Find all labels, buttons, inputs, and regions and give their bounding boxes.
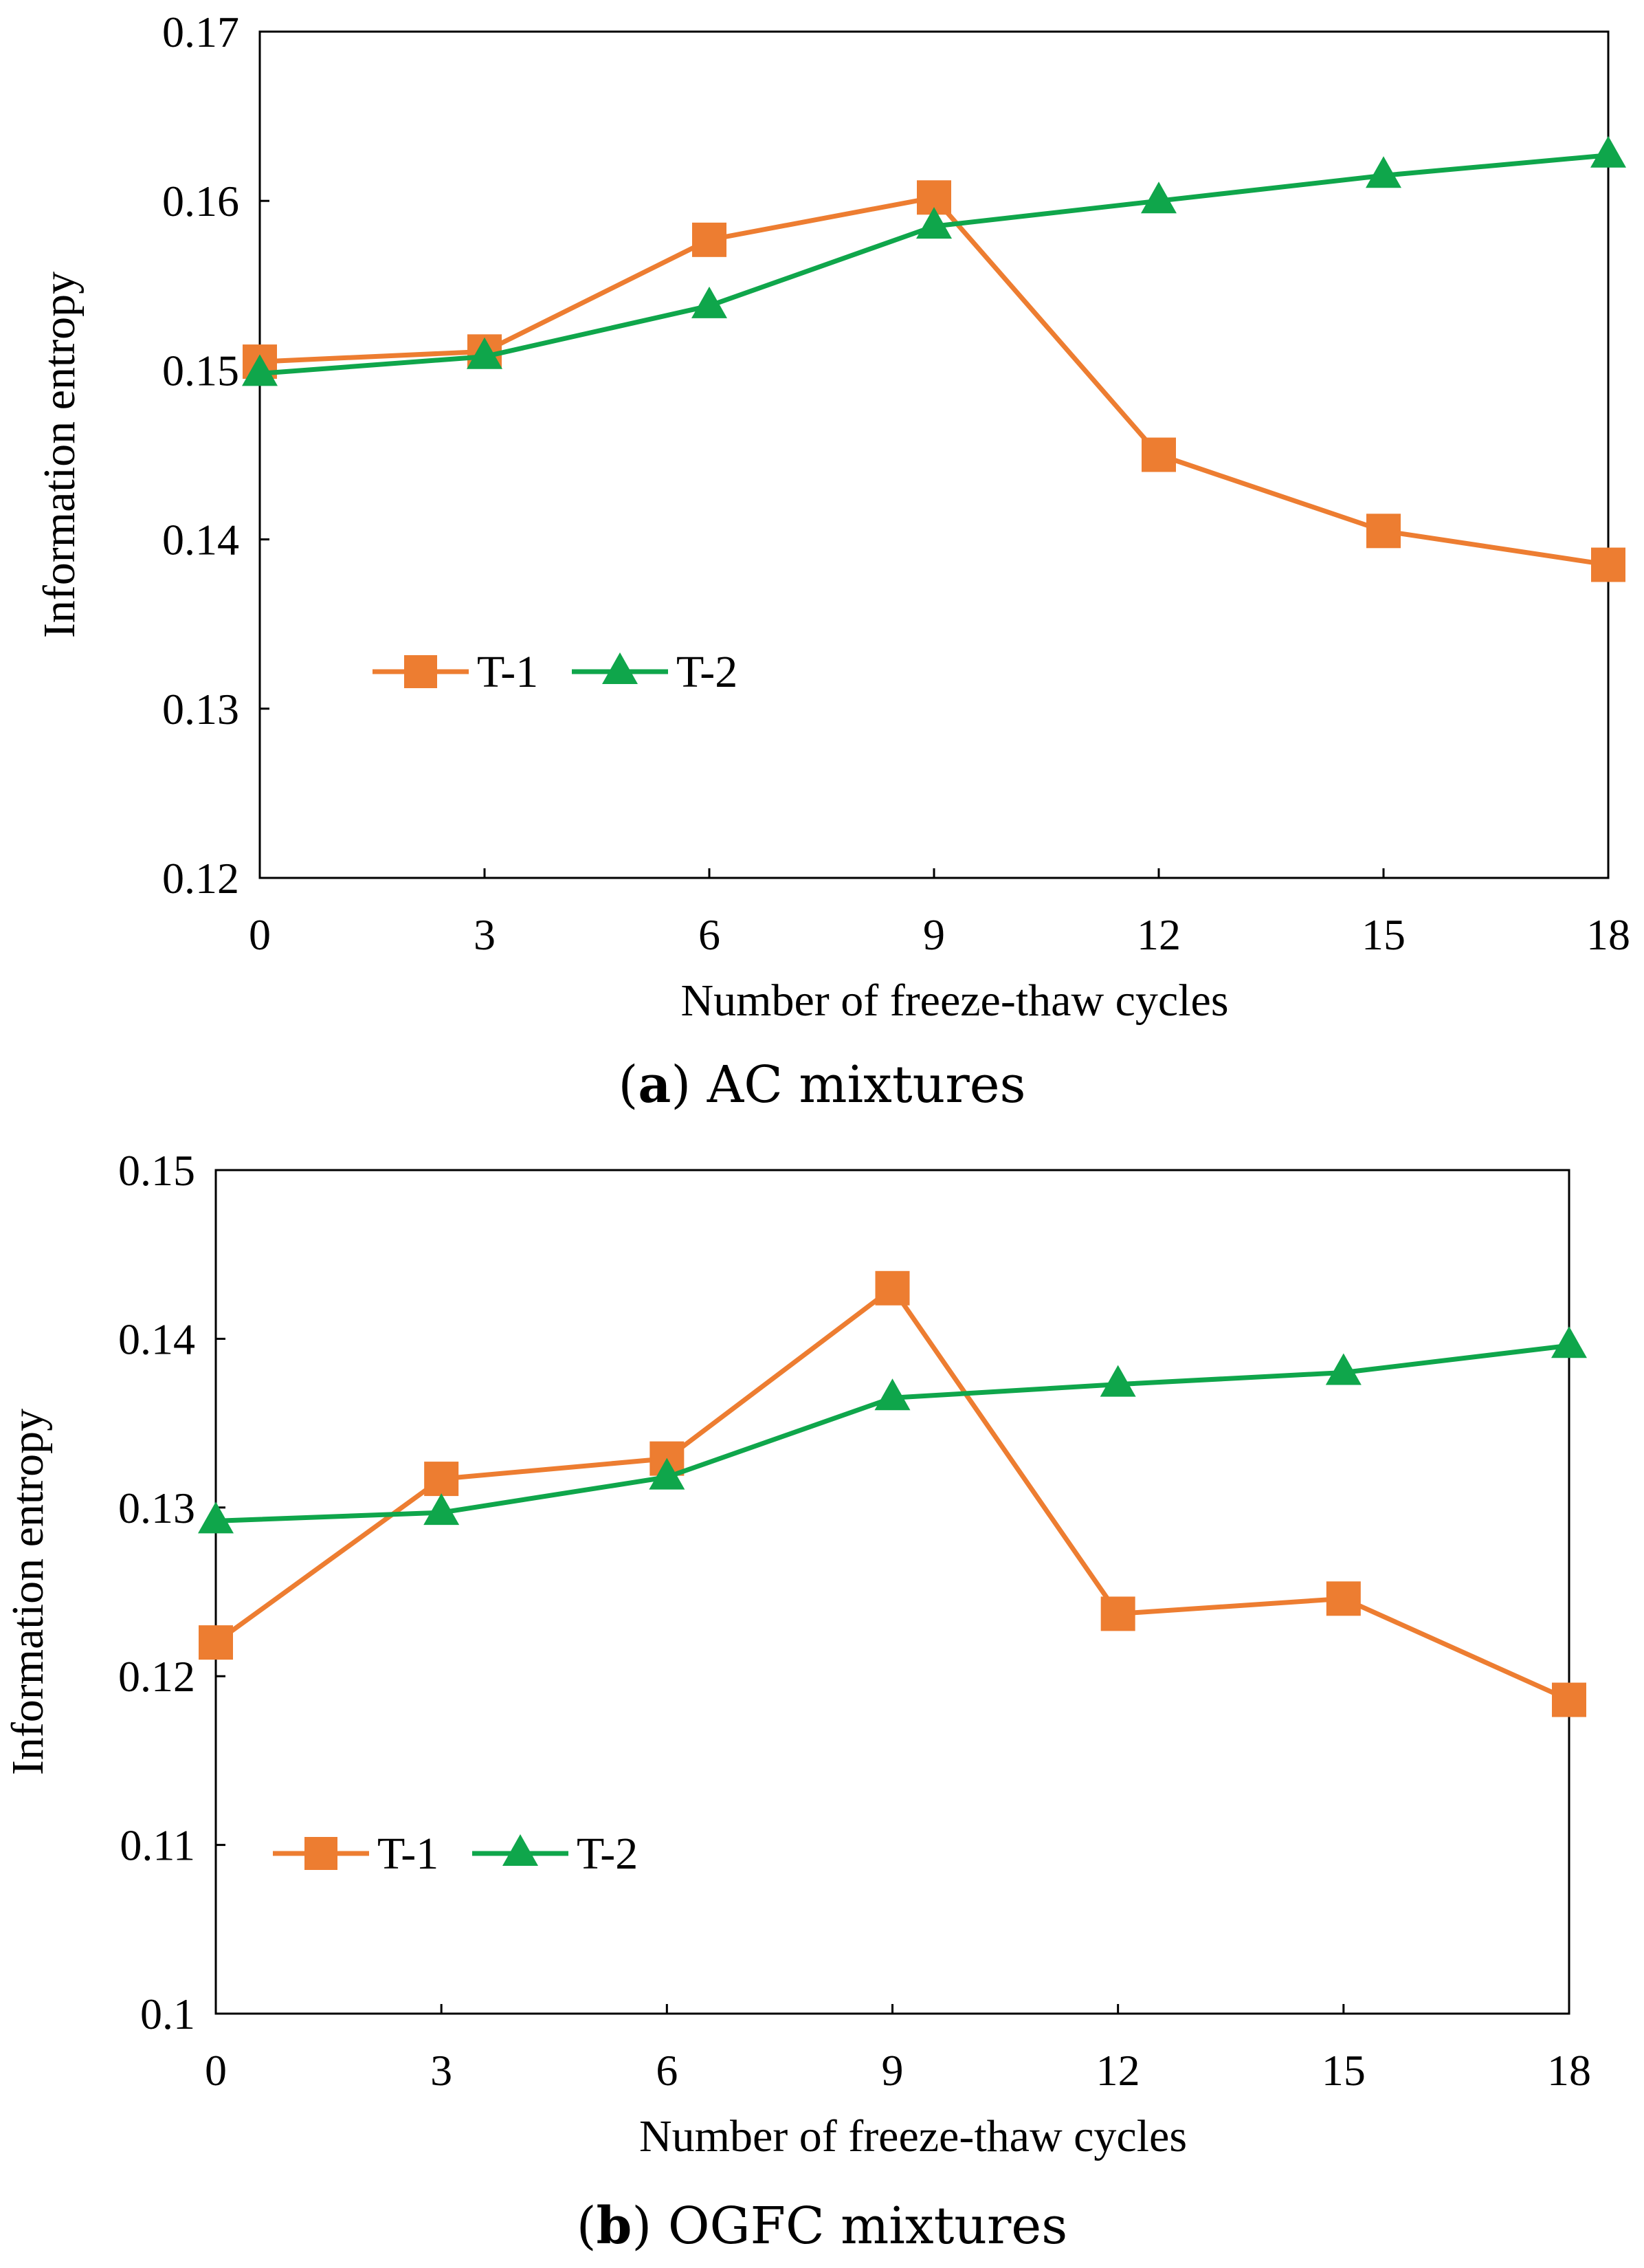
x-tick-label: 6 [656, 2046, 678, 2095]
y-axis-label: Information entropy [3, 1409, 53, 1775]
y-axis-label: Information entropy [34, 272, 85, 638]
legend-marker-t-1 [404, 655, 437, 688]
data-point-t-2 [198, 1501, 234, 1534]
data-point-t-2 [1100, 1365, 1136, 1397]
caption-b: (b) OGFC mixtures [576, 2197, 1068, 2256]
series-line-t-1 [214, 1286, 1570, 1702]
data-point-t-1 [875, 1270, 910, 1306]
x-tick-label: 12 [1137, 910, 1181, 959]
caption-a-title: AC mixtures [707, 1055, 1026, 1114]
x-tick-label: 0 [249, 910, 271, 959]
x-tick-label: 15 [1322, 2046, 1366, 2095]
data-point-t-1 [424, 1462, 459, 1497]
data-point-t-1 [1591, 547, 1625, 582]
y-tick-label: 0.16 [162, 177, 239, 225]
data-point-t-2 [691, 286, 727, 318]
x-tick-label: 6 [698, 910, 720, 959]
legend-label-t-2: T-2 [676, 647, 737, 697]
data-point-t-2 [1590, 135, 1626, 168]
data-point-t-2 [916, 207, 952, 239]
x-tick-label: 3 [474, 910, 496, 959]
data-point-t-1 [692, 222, 726, 257]
y-tick-label: 0.15 [118, 1146, 195, 1195]
data-point-t-1 [199, 1625, 233, 1660]
data-point-t-1 [1142, 437, 1176, 472]
caption-b-label: b [596, 2197, 632, 2256]
x-axis-label: Number of freeze-thaw cycles [639, 2111, 1187, 2161]
data-point-t-2 [1551, 1326, 1587, 1358]
series-line-t-1 [259, 195, 1609, 567]
y-tick-label: 0.14 [162, 516, 239, 564]
chart-panel-a: 0.12 0.13 0.14 0.15 0.16 0.17 0 3 6 9 12 15 18 Number… [0, 0, 1644, 1127]
data-point-t-2 [649, 1457, 685, 1490]
data-point-t-2 [423, 1493, 460, 1526]
data-point-t-1 [1326, 1581, 1361, 1616]
legend-label-t-1: T-1 [477, 647, 538, 697]
chart-a: 0.12 0.13 0.14 0.15 0.16 0.17 0 3 6 9 12 15 18 Number… [34, 8, 1630, 1026]
caption-b-title: OGFC mixtures [667, 2197, 1068, 2256]
data-point-t-1 [1366, 514, 1401, 549]
y-tick-label: 0.1 [140, 1990, 195, 2038]
x-tick-label: 3 [430, 2046, 452, 2095]
y-tick-label: 0.14 [118, 1314, 195, 1363]
y-tick-label: 0.11 [120, 1821, 195, 1870]
legend-label-t-1: T-1 [377, 1829, 438, 1879]
x-tick-label: 15 [1362, 910, 1406, 959]
data-point-t-1 [1552, 1682, 1586, 1717]
y-tick-label: 0.13 [162, 685, 239, 734]
data-point-t-2 [1141, 181, 1177, 214]
x-tick-label: 9 [923, 910, 945, 959]
x-tick-label: 18 [1547, 2046, 1591, 2095]
data-point-t-2 [874, 1378, 911, 1411]
data-point-t-1 [1100, 1596, 1135, 1631]
x-axis-label: Number of freeze-thaw cycles [680, 976, 1228, 1026]
legend-marker-t-2 [602, 652, 638, 684]
caption-a: (a) AC mixtures [618, 1055, 1026, 1114]
legend-label-t-2: T-2 [577, 1829, 638, 1879]
data-point-t-2 [1366, 156, 1401, 188]
data-point-t-2 [242, 354, 278, 386]
x-tick-label: 0 [205, 2046, 227, 2095]
y-tick-label: 0.15 [162, 346, 239, 395]
plot-frame [258, 30, 1610, 879]
x-tick-label: 18 [1586, 910, 1630, 959]
y-tick-label: 0.12 [118, 1652, 195, 1701]
chart-b: 0.1 0.11 0.12 0.13 0.14 0.15 0 3 6 9 12 15 18 Number … [3, 1146, 1591, 2161]
x-tick-label: 12 [1096, 2046, 1140, 2095]
y-tick-label: 0.12 [162, 854, 239, 903]
chart-panel-b: 0.1 0.11 0.12 0.13 0.14 0.15 0 3 6 9 12 15 18 Number … [0, 1134, 1644, 2268]
data-point-t-2 [467, 337, 502, 369]
y-tick-label: 0.13 [118, 1484, 195, 1532]
legend-marker-t-1 [304, 1837, 337, 1870]
legend-marker-t-2 [502, 1834, 538, 1866]
y-tick-label: 0.17 [162, 8, 239, 56]
data-point-t-2 [1325, 1353, 1362, 1385]
caption-a-label: a [638, 1055, 671, 1114]
x-tick-label: 9 [882, 2046, 904, 2095]
